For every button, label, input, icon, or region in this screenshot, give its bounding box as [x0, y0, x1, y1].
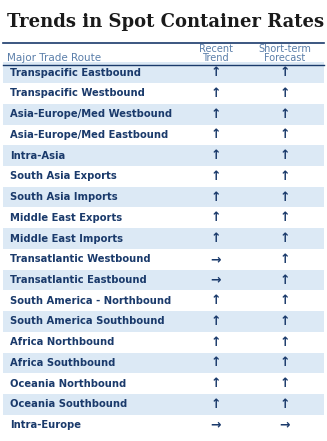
- Text: Trend: Trend: [202, 53, 229, 63]
- Text: ↑: ↑: [279, 315, 290, 328]
- Text: ↑: ↑: [211, 294, 221, 307]
- Text: Transpacific Westbound: Transpacific Westbound: [10, 89, 145, 98]
- Text: Recent: Recent: [199, 44, 233, 54]
- Text: Intra-Asia: Intra-Asia: [10, 151, 65, 161]
- Text: South America Southbound: South America Southbound: [10, 317, 164, 326]
- Text: ↑: ↑: [279, 170, 290, 183]
- Text: ↑: ↑: [279, 377, 290, 390]
- Text: South America - Northbound: South America - Northbound: [10, 296, 171, 306]
- Text: ↑: ↑: [211, 232, 221, 245]
- FancyBboxPatch shape: [3, 353, 324, 373]
- FancyBboxPatch shape: [3, 373, 324, 394]
- Text: Middle East Imports: Middle East Imports: [10, 234, 123, 243]
- FancyBboxPatch shape: [3, 187, 324, 208]
- Text: Oceania Southbound: Oceania Southbound: [10, 400, 127, 409]
- Text: ↑: ↑: [279, 128, 290, 142]
- Text: ↑: ↑: [211, 356, 221, 370]
- Text: →: →: [211, 273, 221, 287]
- Text: Transatlantic Westbound: Transatlantic Westbound: [10, 254, 150, 264]
- Text: ↑: ↑: [279, 211, 290, 224]
- Text: ↑: ↑: [279, 398, 290, 411]
- Text: ↑: ↑: [211, 149, 221, 162]
- Text: Oceania Northbound: Oceania Northbound: [10, 379, 126, 389]
- FancyBboxPatch shape: [3, 415, 324, 436]
- Text: ↑: ↑: [211, 128, 221, 142]
- Text: ↑: ↑: [211, 398, 221, 411]
- Text: Middle East Exports: Middle East Exports: [10, 213, 122, 223]
- Text: ↑: ↑: [211, 87, 221, 100]
- FancyBboxPatch shape: [3, 145, 324, 166]
- Text: ↑: ↑: [279, 87, 290, 100]
- Text: →: →: [279, 419, 290, 432]
- Text: ↑: ↑: [211, 211, 221, 224]
- Text: ↑: ↑: [211, 315, 221, 328]
- Text: Forecast: Forecast: [264, 53, 305, 63]
- Text: ↑: ↑: [279, 336, 290, 349]
- Text: ↑: ↑: [211, 336, 221, 349]
- Text: Short-term: Short-term: [258, 44, 311, 54]
- Text: South Asia Imports: South Asia Imports: [10, 192, 117, 202]
- Text: ↑: ↑: [279, 356, 290, 370]
- FancyBboxPatch shape: [3, 291, 324, 311]
- FancyBboxPatch shape: [3, 208, 324, 228]
- Text: ↑: ↑: [279, 253, 290, 266]
- FancyBboxPatch shape: [3, 228, 324, 249]
- Text: Intra-Europe: Intra-Europe: [10, 420, 81, 430]
- Text: →: →: [211, 419, 221, 432]
- FancyBboxPatch shape: [3, 394, 324, 415]
- Text: ↑: ↑: [279, 66, 290, 79]
- Text: ↑: ↑: [211, 191, 221, 204]
- FancyBboxPatch shape: [3, 104, 324, 124]
- Text: ↑: ↑: [279, 273, 290, 287]
- Text: Asia-Europe/Med Eastbound: Asia-Europe/Med Eastbound: [10, 130, 168, 140]
- Text: →: →: [211, 253, 221, 266]
- Text: ↑: ↑: [211, 170, 221, 183]
- FancyBboxPatch shape: [3, 269, 324, 291]
- Text: Transpacific Eastbound: Transpacific Eastbound: [10, 68, 141, 78]
- Text: ↑: ↑: [211, 108, 221, 121]
- FancyBboxPatch shape: [3, 249, 324, 269]
- FancyBboxPatch shape: [3, 62, 324, 83]
- Text: Transatlantic Eastbound: Transatlantic Eastbound: [10, 275, 146, 285]
- Text: ↑: ↑: [211, 377, 221, 390]
- Text: Africa Northbound: Africa Northbound: [10, 337, 114, 347]
- FancyBboxPatch shape: [3, 166, 324, 187]
- Text: ↑: ↑: [279, 108, 290, 121]
- FancyBboxPatch shape: [3, 332, 324, 353]
- Text: Africa Southbound: Africa Southbound: [10, 358, 115, 368]
- Text: Asia-Europe/Med Westbound: Asia-Europe/Med Westbound: [10, 109, 172, 119]
- Text: Trends in Spot Container Rates: Trends in Spot Container Rates: [7, 13, 324, 31]
- Text: ↑: ↑: [279, 149, 290, 162]
- Text: ↑: ↑: [211, 66, 221, 79]
- FancyBboxPatch shape: [3, 83, 324, 104]
- FancyBboxPatch shape: [3, 124, 324, 146]
- Text: South Asia Exports: South Asia Exports: [10, 172, 116, 181]
- Text: ↑: ↑: [279, 191, 290, 204]
- Text: ↑: ↑: [279, 294, 290, 307]
- FancyBboxPatch shape: [3, 311, 324, 332]
- Text: ↑: ↑: [279, 232, 290, 245]
- Text: Major Trade Route: Major Trade Route: [7, 53, 101, 63]
